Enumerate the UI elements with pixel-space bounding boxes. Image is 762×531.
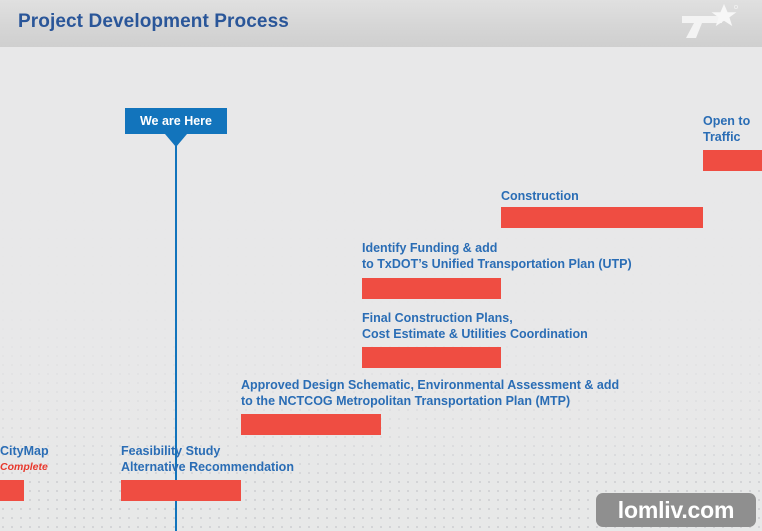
milestone-bar-construction (501, 207, 703, 228)
slide-header: Project Development Process (0, 0, 762, 47)
milestone-bar-final-construction-plans (362, 347, 501, 368)
we-are-here-marker: We are Here (125, 108, 227, 134)
we-are-here-pointer-icon (165, 134, 187, 147)
milestone-label-identify-funding-utp: Identify Funding & add to TxDOT’s Unifie… (362, 241, 632, 271)
milestone-label-construction: Construction (501, 189, 579, 203)
page-title: Project Development Process (18, 11, 289, 32)
milestone-label-approved-design-schematic-mtp: Approved Design Schematic, Environmental… (241, 378, 620, 408)
watermark-badge: lomliv.com (596, 493, 756, 527)
milestone-label-citymap: CityMap (0, 444, 49, 458)
milestone-label-open-to-traffic: Open to Traffic (703, 114, 751, 144)
milestone-bar-citymap (0, 480, 24, 501)
milestone-bar-identify-funding-utp (362, 278, 501, 299)
milestone-bar-feasibility-study (121, 480, 241, 501)
txdot-star-logo-icon (678, 2, 740, 42)
milestone-bar-approved-design-schematic-mtp (241, 414, 381, 435)
milestone-bar-open-to-traffic (703, 150, 762, 171)
milestone-label-final-construction-plans: Final Construction Plans, Cost Estimate … (362, 311, 588, 341)
milestone-status-citymap: Complete (0, 461, 48, 473)
milestone-label-feasibility-study: Feasibility Study Alternative Recommenda… (121, 444, 294, 474)
timeline-vertical-line (175, 143, 177, 531)
